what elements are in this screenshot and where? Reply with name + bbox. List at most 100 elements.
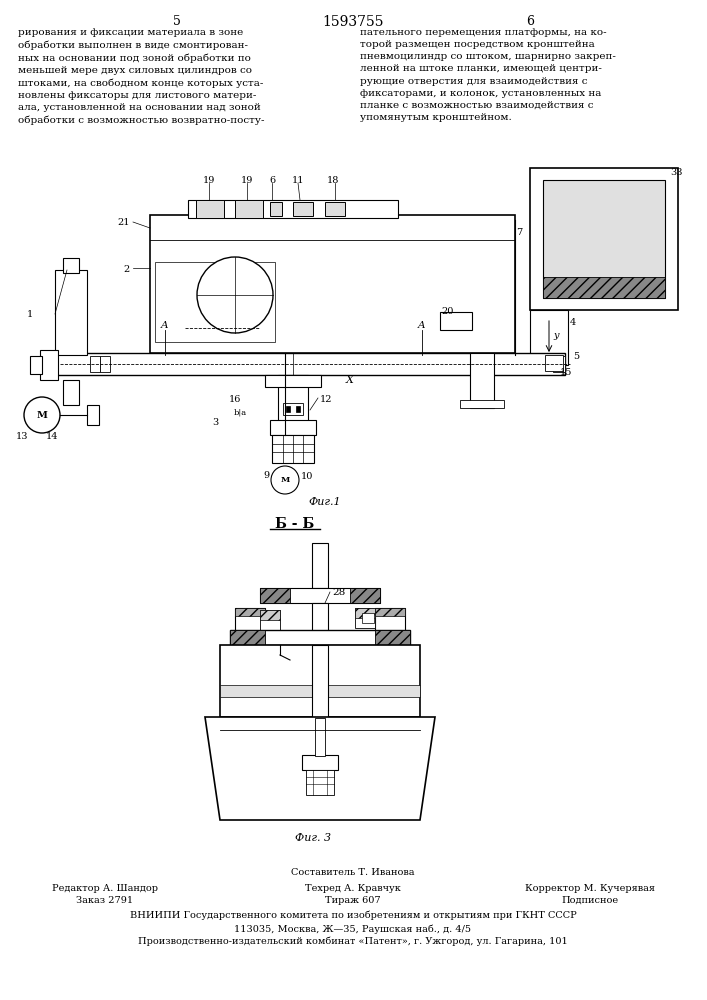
Bar xyxy=(440,312,472,330)
Bar xyxy=(63,380,79,405)
Text: 14: 14 xyxy=(46,432,58,441)
Bar xyxy=(40,350,58,380)
Bar xyxy=(553,356,565,372)
Bar xyxy=(293,202,313,216)
Text: пательного перемещения платформы, на ко-
торой размещен посредством кронштейна
п: пательного перемещения платформы, на ко-… xyxy=(360,28,616,122)
Bar xyxy=(362,613,374,623)
Bar xyxy=(220,685,420,697)
Circle shape xyxy=(24,397,60,433)
Bar xyxy=(260,610,280,630)
Text: X: X xyxy=(346,375,354,385)
Bar xyxy=(460,400,504,408)
Text: 6: 6 xyxy=(269,176,275,185)
Bar xyxy=(545,355,563,371)
Bar xyxy=(260,610,280,620)
Bar xyxy=(260,588,380,603)
Text: 19: 19 xyxy=(241,176,253,185)
Text: 11: 11 xyxy=(292,176,304,185)
Bar xyxy=(265,375,321,387)
Text: Редактор А. Шандор: Редактор А. Шандор xyxy=(52,884,158,893)
Circle shape xyxy=(197,257,273,333)
Bar xyxy=(55,353,565,375)
Bar xyxy=(312,645,328,775)
Bar xyxy=(235,608,265,616)
Bar xyxy=(306,770,334,795)
Bar xyxy=(375,630,410,645)
Text: M: M xyxy=(37,410,47,420)
Text: 4: 4 xyxy=(570,318,576,327)
Text: 7: 7 xyxy=(516,228,522,237)
Bar xyxy=(470,353,494,408)
Text: Производственно-издательский комбинат «Патент», г. Ужгород, ул. Гагарина, 101: Производственно-издательский комбинат «П… xyxy=(138,937,568,946)
Text: 3: 3 xyxy=(212,418,218,427)
Bar xyxy=(270,202,282,216)
Text: 13: 13 xyxy=(16,432,28,441)
Text: 2: 2 xyxy=(124,265,130,274)
Bar xyxy=(230,630,410,645)
Bar xyxy=(278,375,308,425)
Text: рирования и фиксации материала в зоне
обработки выполнен в виде смонтирован-
ных: рирования и фиксации материала в зоне об… xyxy=(18,28,264,125)
Bar xyxy=(355,608,375,618)
Bar xyxy=(543,277,665,298)
Bar xyxy=(196,200,224,218)
Text: 12: 12 xyxy=(320,395,332,404)
Circle shape xyxy=(271,466,299,494)
Text: Корректор М. Кучерявая: Корректор М. Кучерявая xyxy=(525,884,655,893)
Text: 6: 6 xyxy=(526,15,534,28)
Text: y: y xyxy=(553,332,559,340)
Bar xyxy=(188,200,398,218)
Text: A: A xyxy=(161,322,169,330)
Bar xyxy=(270,420,316,435)
Text: A: A xyxy=(419,322,426,330)
Bar xyxy=(260,588,290,603)
Bar xyxy=(235,200,263,218)
Bar xyxy=(315,718,325,756)
Text: 20: 20 xyxy=(441,307,453,316)
Bar xyxy=(375,608,405,633)
Bar xyxy=(312,543,328,588)
Text: 15: 15 xyxy=(560,368,573,377)
Bar xyxy=(30,356,42,374)
Text: Фиг.1: Фиг.1 xyxy=(308,497,341,507)
Bar xyxy=(543,180,665,298)
Text: 19: 19 xyxy=(203,176,215,185)
Text: 21: 21 xyxy=(117,218,130,227)
Text: Подписное: Подписное xyxy=(561,896,619,905)
Text: Тираж 607: Тираж 607 xyxy=(325,896,381,905)
Text: 10: 10 xyxy=(301,472,313,481)
Polygon shape xyxy=(205,717,435,820)
Bar xyxy=(375,608,405,616)
Text: 33: 33 xyxy=(670,168,682,177)
Text: Составитель Т. Иванова: Составитель Т. Иванова xyxy=(291,868,415,877)
Text: 113035, Москва, Ж—35, Раушская наб., д. 4/5: 113035, Москва, Ж—35, Раушская наб., д. … xyxy=(235,924,472,934)
Bar xyxy=(283,403,303,415)
Text: 18: 18 xyxy=(327,176,339,185)
Text: 1593755: 1593755 xyxy=(322,15,384,29)
Text: Фиг. 3: Фиг. 3 xyxy=(295,833,331,843)
Bar xyxy=(220,645,420,717)
Bar xyxy=(530,310,568,365)
Text: 28: 28 xyxy=(332,588,345,597)
Text: Б - Б: Б - Б xyxy=(275,517,315,531)
Bar xyxy=(87,405,99,425)
Bar xyxy=(155,262,275,342)
Bar xyxy=(150,215,515,353)
Text: Техред А. Кравчук: Техред А. Кравчук xyxy=(305,884,401,893)
Bar xyxy=(302,755,338,770)
Text: 16: 16 xyxy=(229,395,241,404)
Bar xyxy=(312,603,328,663)
Bar xyxy=(355,608,375,628)
Bar xyxy=(55,270,87,355)
Bar xyxy=(272,435,314,463)
Bar xyxy=(90,356,100,372)
Text: ВНИИПИ Государственного комитета по изобретениям и открытиям при ГКНТ СССР: ВНИИПИ Государственного комитета по изоб… xyxy=(129,911,576,920)
Text: 5: 5 xyxy=(173,15,181,28)
Bar xyxy=(63,258,79,273)
Text: 5: 5 xyxy=(573,352,579,361)
Bar xyxy=(235,608,265,633)
Bar xyxy=(100,356,110,372)
Text: b|a: b|a xyxy=(233,408,247,416)
Bar xyxy=(325,202,345,216)
Text: Заказ 2791: Заказ 2791 xyxy=(76,896,134,905)
Bar xyxy=(296,406,300,412)
